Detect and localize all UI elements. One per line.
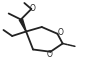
- Text: O: O: [30, 4, 36, 13]
- Text: O: O: [58, 28, 64, 38]
- Text: O: O: [47, 50, 53, 59]
- Polygon shape: [19, 19, 26, 32]
